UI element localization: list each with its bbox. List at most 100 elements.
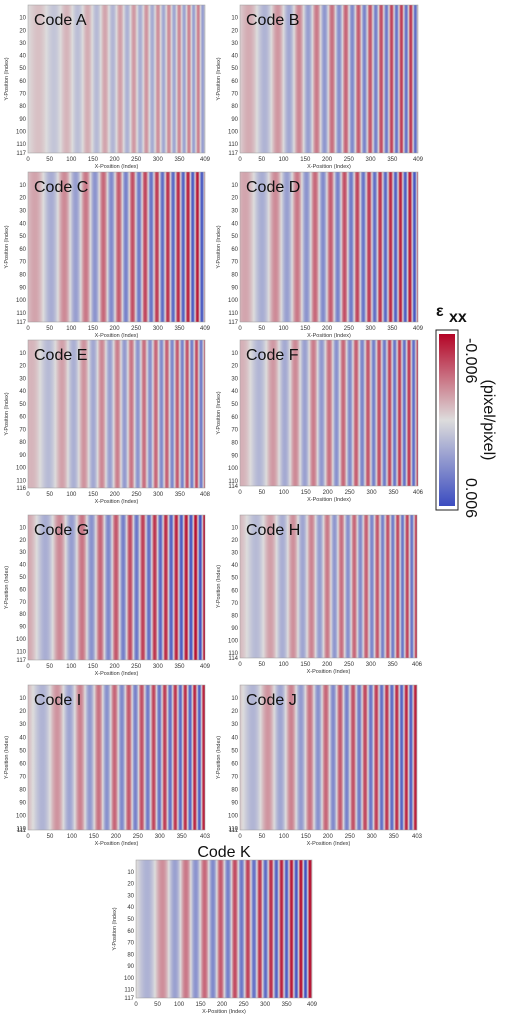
colorbar-top: -0.006 [462, 338, 479, 383]
y-tick-label: 100 [16, 129, 27, 135]
x-tick-label: 409 [413, 326, 424, 332]
panel-label: Code K [197, 844, 251, 861]
x-tick-label: 200 [322, 326, 333, 332]
panel: Code F 0 50 100 150 200 250 300 350 406 X-Position… [216, 339, 424, 503]
y-axis-label: Y-Position (Index) [4, 736, 10, 779]
y-tick-label: 50 [19, 748, 26, 754]
y-axis-label: Y-Position (Index) [216, 736, 222, 779]
y-tick-label: 20 [19, 709, 26, 715]
x-tick-label: 403 [200, 834, 211, 840]
x-axis-label: X-Position (Index) [95, 841, 139, 847]
heatmap [136, 860, 312, 998]
y-axis-label: Y-Position (Index) [4, 225, 10, 268]
y-tick-label: 100 [16, 814, 27, 820]
y-tick-label: 50 [231, 234, 238, 240]
y-tick-label: 114 [228, 484, 238, 490]
y-tick-label: 100 [16, 637, 27, 643]
y-tick-label: 110 [228, 479, 238, 485]
y-axis-label: Y-Position (Index) [4, 566, 10, 609]
x-tick-label: 300 [153, 664, 164, 670]
y-tick-label: 110 [124, 988, 134, 994]
y-tick-label: 60 [19, 761, 26, 767]
y-tick-label: 110 [228, 651, 238, 657]
y-tick-label: 70 [231, 428, 238, 434]
y-tick-label: 10 [19, 351, 26, 357]
x-tick-label: 350 [389, 834, 400, 840]
panel-label: Code D [246, 179, 300, 196]
x-tick-label: 250 [131, 326, 142, 332]
x-tick-label: 100 [66, 326, 77, 332]
y-tick-label: 100 [228, 814, 239, 820]
x-tick-label: 50 [258, 662, 265, 668]
panel-label: Code B [246, 12, 299, 29]
plot-frame [239, 4, 419, 154]
x-tick-label: 150 [88, 326, 99, 332]
heatmap [28, 172, 205, 322]
panel-label: Code G [34, 522, 89, 539]
x-tick-label: 250 [345, 490, 356, 496]
x-tick-label: 250 [345, 834, 356, 840]
y-tick-label: 20 [231, 709, 238, 715]
y-tick-label: 40 [231, 54, 238, 60]
y-tick-label: 80 [19, 440, 26, 446]
x-tick-label: 300 [367, 490, 378, 496]
heatmap [28, 515, 205, 660]
x-tick-label: 350 [174, 664, 185, 670]
y-tick-label: 60 [231, 247, 238, 253]
y-tick-label: 70 [231, 774, 238, 780]
x-tick-label: 100 [279, 490, 290, 496]
x-tick-label: 300 [366, 157, 377, 163]
y-tick-label: 50 [231, 66, 238, 72]
x-tick-label: 409 [200, 157, 211, 163]
panel: Code H 0 50 100 150 200 250 300 350 406 X-Position… [216, 514, 423, 675]
panel-label: Code J [246, 692, 297, 709]
y-tick-label: 10 [231, 526, 238, 532]
x-tick-label: 0 [26, 326, 30, 332]
y-tick-label: 60 [127, 929, 134, 935]
y-tick-label: 110 [16, 827, 26, 833]
x-tick-label: 350 [388, 490, 399, 496]
colorbar-subscript: xx [449, 309, 467, 326]
y-tick-label: 110 [16, 142, 26, 148]
y-tick-label: 90 [19, 117, 26, 123]
x-tick-label: 50 [47, 834, 54, 840]
y-tick-label: 100 [124, 976, 135, 982]
y-tick-label: 20 [19, 196, 26, 202]
x-tick-label: 0 [238, 326, 242, 332]
y-tick-label: 110 [16, 311, 26, 317]
y-tick-label: 10 [231, 183, 238, 189]
x-tick-label: 350 [175, 492, 186, 498]
x-tick-label: 200 [110, 157, 121, 163]
y-tick-label: 40 [19, 54, 26, 60]
x-axis-label: X-Position (Index) [202, 1009, 246, 1015]
x-tick-label: 200 [111, 834, 122, 840]
y-tick-label: 10 [19, 183, 26, 189]
y-axis-label: Y-Position (Index) [4, 392, 10, 435]
y-tick-label: 70 [19, 774, 26, 780]
x-tick-label: 150 [301, 490, 312, 496]
y-tick-label: 30 [231, 208, 238, 214]
y-tick-label: 70 [231, 92, 238, 98]
x-axis-label: X-Position (Index) [307, 164, 351, 170]
x-tick-label: 250 [131, 492, 142, 498]
y-tick-label: 80 [231, 104, 238, 110]
y-tick-label: 30 [127, 893, 134, 899]
y-tick-label: 70 [19, 260, 26, 266]
y-tick-label: 80 [19, 788, 26, 794]
y-tick-label: 110 [16, 649, 26, 655]
y-tick-label: 40 [19, 389, 26, 395]
y-tick-label: 10 [19, 16, 26, 22]
panel: Code A 0 50 100 150 200 250 300 350 409 X-Position… [4, 4, 211, 170]
y-tick-label: 50 [231, 402, 238, 408]
y-tick-label: 40 [231, 735, 238, 741]
panel: Code I 0 50 100 150 200 250 300 350 403 X-Position… [4, 684, 211, 847]
colorbar-unit: (pixel/pixel) [480, 380, 497, 461]
x-tick-label: 409 [413, 157, 424, 163]
panel: Code K 0 50 100 150 200 250 300 350 409 X-Position… [112, 844, 318, 1015]
x-tick-label: 250 [344, 326, 355, 332]
y-tick-label: 40 [231, 563, 238, 569]
x-tick-label: 350 [174, 157, 185, 163]
y-tick-label: 70 [19, 92, 26, 98]
x-tick-label: 100 [279, 834, 290, 840]
y-tick-label: 40 [19, 221, 26, 227]
